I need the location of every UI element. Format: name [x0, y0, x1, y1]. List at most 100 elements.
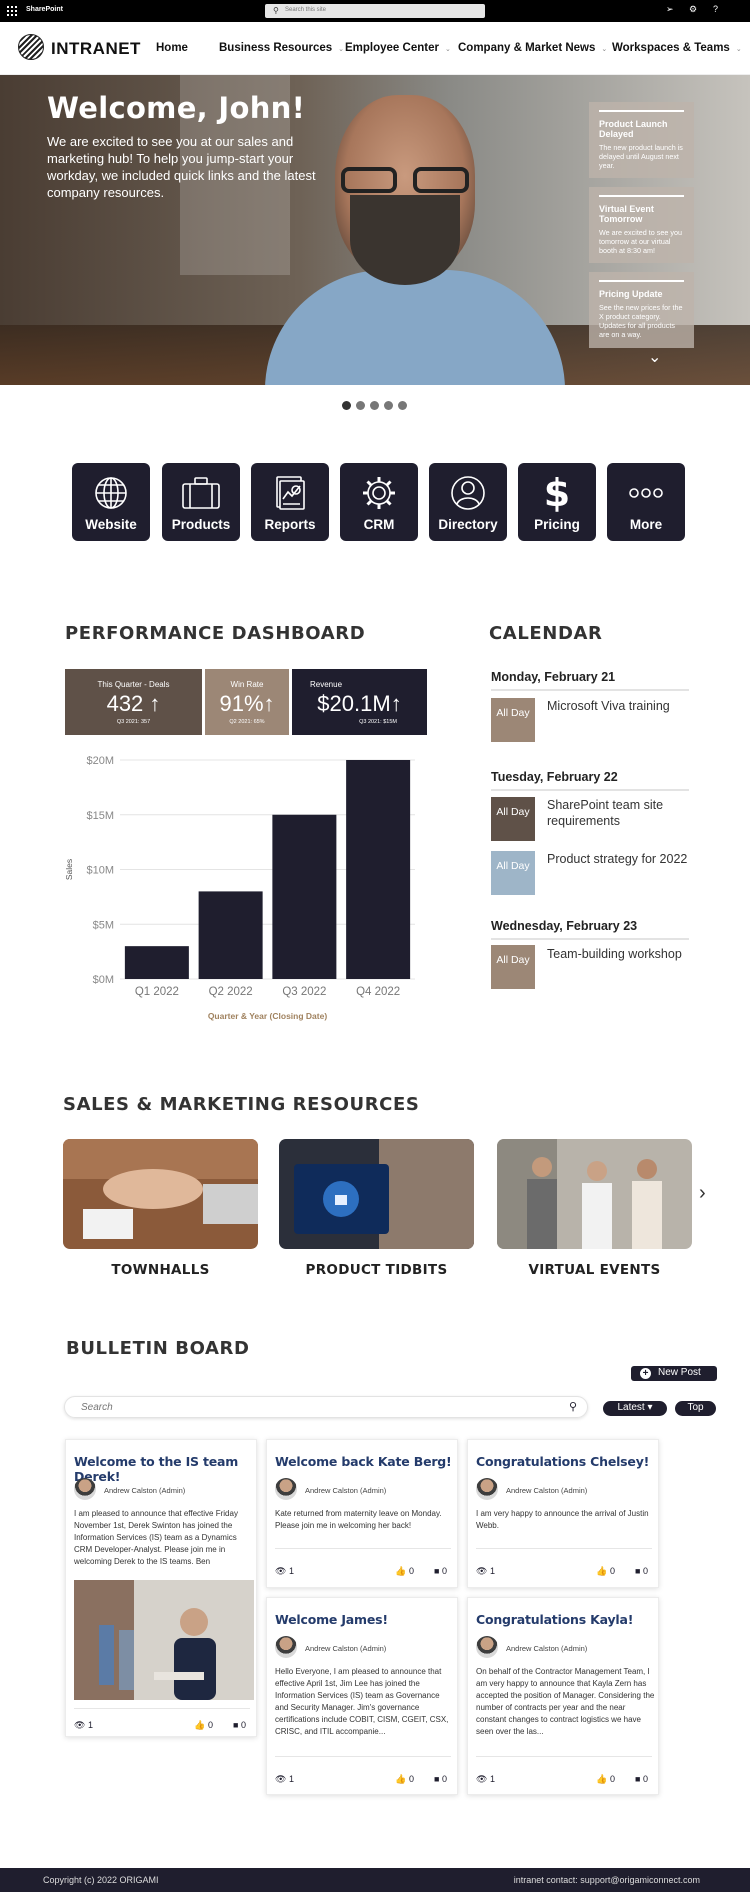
post-title[interactable]: Welcome to the IS team Derek! [74, 1454, 239, 1484]
footer-contact[interactable]: intranet contact: support@origamiconnect… [513, 1875, 700, 1885]
new-post-button[interactable]: + New Post [631, 1366, 717, 1381]
app-launcher-icon[interactable] [7, 6, 17, 16]
kpi-revenue: Revenue $20.1M↑ Q3 2021: $15M [292, 669, 427, 735]
post-author[interactable]: Andrew Calston (Admin) [506, 1486, 588, 1495]
chevron-down-icon: ⌄ [735, 46, 742, 53]
carousel-dot[interactable] [398, 401, 407, 410]
product-tidbits-card[interactable] [279, 1139, 474, 1249]
carousel-dot[interactable] [384, 401, 393, 410]
virtual-events-card[interactable] [497, 1139, 692, 1249]
quick-link-pricing[interactable]: $ Pricing [518, 463, 596, 541]
post-author[interactable]: Andrew Calston (Admin) [305, 1644, 387, 1653]
kpi-sub: Q3 2021: $15M [359, 719, 397, 725]
chevron-down-icon[interactable]: ⌄ [648, 349, 662, 366]
post-title[interactable]: Congratulations Kayla! [476, 1612, 634, 1627]
nav-employee-center[interactable]: Employee Center ⌄ [345, 42, 451, 54]
avatar [476, 1636, 498, 1658]
sort-latest-dropdown[interactable]: Latest ▾ [603, 1401, 667, 1416]
nav-workspaces-teams[interactable]: Workspaces & Teams ⌄ [612, 42, 742, 54]
calendar-event[interactable]: SharePoint team site requirements [547, 798, 664, 828]
post-title[interactable]: Congratulations Chelsey! [476, 1454, 650, 1469]
like-button[interactable]: 👍 0 [596, 1566, 615, 1576]
virtual-events-label[interactable]: VIRTUAL EVENTS [528, 1262, 661, 1278]
sort-top-button[interactable]: Top [675, 1401, 716, 1416]
bulletin-post[interactable]: Congratulations Kayla! Andrew Calston (A… [467, 1597, 659, 1795]
bulletin-post[interactable]: Congratulations Chelsey! Andrew Calston … [467, 1439, 659, 1588]
person-icon [429, 475, 507, 511]
kpi-label: Win Rate [230, 680, 264, 689]
nav-home[interactable]: Home [156, 42, 188, 54]
y-tick-label: $0M [93, 974, 114, 986]
bulletin-post[interactable]: Welcome to the IS team Derek! Andrew Cal… [65, 1439, 257, 1737]
report-icon [251, 475, 329, 511]
townhalls-card[interactable] [63, 1139, 258, 1249]
post-author[interactable]: Andrew Calston (Admin) [104, 1486, 186, 1495]
comment-button[interactable]: ■ 0 [434, 1774, 447, 1784]
logo-text[interactable]: INTRANET [51, 39, 141, 58]
townhalls-label[interactable]: TOWNHALLS [111, 1262, 210, 1278]
post-author[interactable]: Andrew Calston (Admin) [506, 1644, 588, 1653]
logo-icon[interactable] [18, 34, 44, 60]
footer: Copyright (c) 2022 ORIGAMI intranet cont… [0, 1868, 750, 1892]
quick-link-directory[interactable]: Directory [429, 463, 507, 541]
nav-home-label: Home [156, 42, 188, 54]
search-icon[interactable]: ⚲ [568, 1401, 577, 1413]
quick-link-more[interactable]: More [607, 463, 685, 541]
calendar-event[interactable]: Team-building workshop [547, 947, 682, 961]
views-count: 👁 1 [476, 1566, 495, 1576]
post-title[interactable]: Welcome back Kate Berg! [275, 1454, 452, 1469]
post-title[interactable]: Welcome James! [275, 1612, 388, 1627]
comment-button[interactable]: ■ 0 [233, 1720, 246, 1730]
quick-link-website[interactable]: Website [72, 463, 150, 541]
calendar-date: Tuesday, February 22 [491, 770, 618, 784]
product-tidbits-label[interactable]: PRODUCT TIDBITS [305, 1262, 448, 1278]
help-icon[interactable]: ? [713, 4, 719, 14]
quick-link-crm[interactable]: CRM [340, 463, 418, 541]
news-title: Pricing Update [599, 289, 663, 299]
comment-button[interactable]: ■ 0 [434, 1566, 447, 1576]
post-author[interactable]: Andrew Calston (Admin) [305, 1486, 387, 1495]
plus-icon: + [640, 1368, 651, 1379]
carousel-dot[interactable] [370, 401, 379, 410]
bulletin-search-input[interactable]: Search ⚲ [64, 1396, 588, 1418]
kpi-sub: Q2 2021: 65% [229, 719, 265, 725]
quick-link-reports[interactable]: Reports [251, 463, 329, 541]
nav-business-resources[interactable]: Business Resources ⌄ [219, 42, 344, 54]
news-item[interactable]: Pricing Update See the new prices for th… [589, 272, 694, 348]
like-button[interactable]: 👍 0 [596, 1774, 615, 1784]
chevron-right-icon[interactable]: › [699, 1182, 706, 1204]
nav-company-market-news[interactable]: Company & Market News ⌄ [458, 42, 607, 54]
views-count: 👁 1 [275, 1566, 294, 1576]
kpi-deals: This Quarter - Deals 432 ↑ Q3 2021: 357 [65, 669, 202, 735]
news-item[interactable]: Virtual Event Tomorrow We are excited to… [589, 187, 694, 263]
bulletin-post[interactable]: Welcome back Kate Berg! Andrew Calston (… [266, 1439, 458, 1588]
carousel-dot[interactable] [342, 401, 351, 410]
bulletin-post[interactable]: Welcome James! Andrew Calston (Admin) He… [266, 1597, 458, 1795]
like-button[interactable]: 👍 0 [395, 1566, 414, 1576]
hero-text: We are excited to see you at our sales a… [47, 134, 316, 200]
like-button[interactable]: 👍 0 [194, 1720, 213, 1730]
hero-photo-beard [350, 195, 460, 285]
kpi-value: 432 ↑ [106, 691, 161, 716]
calendar-event[interactable]: Microsoft Viva training [547, 699, 670, 713]
suite-title[interactable]: SharePoint [26, 6, 63, 13]
comment-button[interactable]: ■ 0 [635, 1566, 648, 1576]
dashboard-title: PERFORMANCE DASHBOARD [65, 623, 366, 644]
quick-link-label: Products [171, 517, 231, 532]
like-button[interactable]: 👍 0 [395, 1774, 414, 1784]
x-tick-label: Q1 2022 [135, 986, 179, 998]
site-search-box[interactable]: ⚲ Search this site [265, 4, 485, 18]
calendar-event[interactable]: Product strategy for 2022 [547, 852, 688, 866]
megaphone-icon[interactable]: ➢ [666, 4, 674, 14]
news-item[interactable]: Product Launch Delayed The new product l… [589, 102, 694, 178]
carousel-dot[interactable] [356, 401, 365, 410]
quick-link-products[interactable]: Products [162, 463, 240, 541]
chevron-down-icon: ⌄ [601, 46, 608, 53]
quick-link-label: Website [85, 517, 137, 532]
gear-icon[interactable]: ⚙ [689, 4, 698, 14]
post-body: I am pleased to announce that effective … [74, 1509, 238, 1566]
calendar-day-header: Tuesday, February 22 [491, 770, 691, 791]
news-title: Virtual Event Tomorrow [599, 204, 654, 224]
footer-copyright: Copyright (c) 2022 ORIGAMI [43, 1875, 159, 1885]
comment-button[interactable]: ■ 0 [635, 1774, 648, 1784]
